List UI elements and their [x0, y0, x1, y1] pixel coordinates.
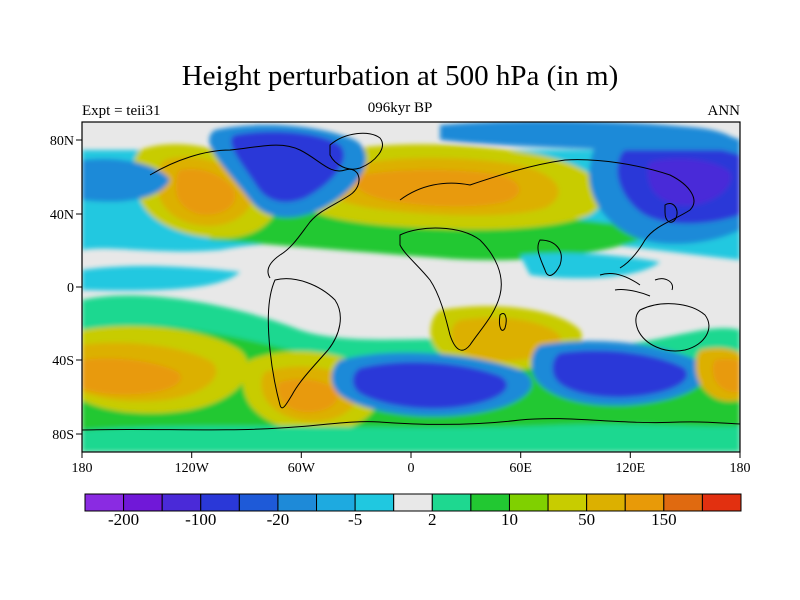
colorbar-label: -20 [267, 510, 290, 529]
colorbar-label: 2 [428, 510, 437, 529]
colorbar-box [663, 493, 703, 512]
colorbar-box [393, 493, 433, 512]
colorbar-box [238, 493, 279, 512]
figure-title: Height perturbation at 500 hPa (in m) [181, 60, 619, 92]
contour-band [82, 266, 240, 291]
colorbar-box [316, 493, 356, 512]
colorbar-label: 150 [651, 510, 677, 529]
lat-axis: 80N 40N 0 40S 80S [50, 134, 82, 443]
contour-band [451, 317, 561, 362]
contour-band [352, 362, 507, 409]
contour-band [647, 158, 731, 206]
contour-band [176, 168, 236, 215]
colorbar-box [624, 493, 665, 512]
colorbar-box [84, 493, 125, 512]
colorbar-box [354, 493, 395, 512]
colorbar-box [470, 493, 510, 512]
lat-tick-label: 0 [67, 281, 74, 296]
time-label: 096kyr BP [367, 100, 433, 116]
colorbar-box [547, 493, 588, 512]
contour-band [82, 158, 170, 202]
season-label: ANN [707, 103, 741, 119]
colorbar-box [586, 493, 626, 512]
colorbar-label: -200 [108, 510, 139, 529]
colorbar-label: -5 [348, 510, 362, 529]
colorbar-label: 50 [578, 510, 595, 529]
lon-tick-label: 120W [175, 461, 210, 476]
colorbar-box [200, 493, 240, 512]
colorbar-box [123, 493, 163, 512]
lat-tick-label: 80S [52, 428, 74, 443]
lon-tick-label: 120E [616, 461, 646, 476]
lon-tick-label: 60E [509, 461, 532, 476]
filled-contours [82, 122, 740, 452]
lat-tick-label: 80N [50, 134, 74, 149]
lat-tick-label: 40N [50, 208, 74, 223]
contour-band [231, 131, 344, 203]
contour-band [82, 424, 740, 452]
colorbar-box [161, 493, 202, 512]
contour-band [277, 379, 338, 413]
coastlines [82, 132, 740, 431]
colorbar-box [431, 493, 472, 512]
coastline-south-america [267, 278, 341, 409]
coastline-australia [635, 303, 710, 352]
coastline-japan [664, 203, 678, 223]
colorbar-label: 10 [501, 510, 518, 529]
coastline-north-america [149, 144, 360, 279]
coastline-madagascar [499, 313, 507, 331]
contour-band [200, 198, 660, 261]
colorbar-box [701, 493, 742, 512]
lat-tick-label: 40S [52, 354, 74, 369]
colorbar-labels: -200 -100 -20 -5 2 10 50 150 [108, 510, 677, 529]
coastline-indonesia [599, 272, 674, 297]
colorbar-box [508, 493, 549, 512]
coastline-eurasia [399, 159, 695, 269]
coastline-antarctica [82, 418, 740, 431]
lon-tick-label: 180 [730, 461, 751, 476]
contour-band [440, 122, 740, 150]
experiment-label: Expt = teii31 [82, 103, 161, 119]
coastline-africa [399, 227, 502, 351]
lon-axis: 180 120W 60W 0 60E 120E 180 [72, 452, 751, 476]
contour-band [355, 169, 520, 207]
lon-tick-label: 180 [72, 461, 93, 476]
colorbar-label: -100 [185, 510, 216, 529]
coastline-india [537, 239, 562, 276]
contour-band [552, 350, 688, 398]
contour-band [712, 358, 740, 393]
lon-tick-label: 60W [288, 461, 316, 476]
lon-tick-label: 0 [408, 461, 415, 476]
contour-band [82, 358, 181, 395]
coastline-greenland [329, 132, 383, 170]
colorbar-box [277, 493, 318, 512]
colorbar-boxes [84, 493, 742, 512]
